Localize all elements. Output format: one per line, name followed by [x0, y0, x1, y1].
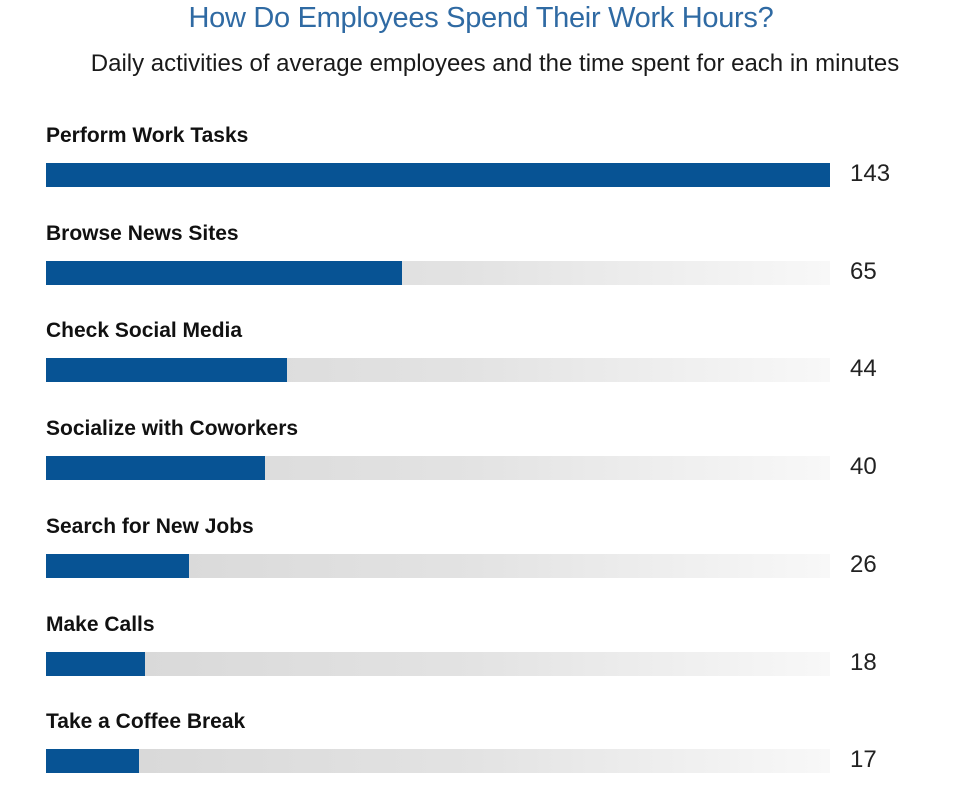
bar-row: Take a Coffee Break 17 — [0, 710, 962, 800]
bar-category-label: Browse News Sites — [46, 221, 239, 245]
bar-category-label: Socialize with Coworkers — [46, 417, 299, 441]
bar-value-label: 40 — [850, 453, 877, 481]
bar-row: Socialize with Coworkers 40 — [0, 417, 962, 507]
bar-fill — [46, 260, 403, 285]
bar-fill — [46, 749, 140, 774]
bar-fill — [46, 358, 288, 383]
bar-track — [46, 553, 830, 578]
bar-value-label: 65 — [850, 257, 877, 285]
bar-value-label: 44 — [850, 355, 877, 383]
bar-row: Search for New Jobs 26 — [0, 515, 962, 605]
bar-value-label: 17 — [850, 746, 877, 774]
bar-row: Browse News Sites 65 — [0, 222, 962, 312]
bar-category-label: Take a Coffee Break — [46, 710, 246, 734]
bar-track — [46, 456, 830, 481]
bar-fill — [46, 553, 189, 578]
bar-fill — [46, 456, 266, 481]
bar-track — [46, 358, 830, 383]
bar-track — [46, 651, 830, 676]
bar-row: Perform Work Tasks 143 — [0, 124, 962, 214]
bar-track — [46, 163, 830, 187]
bar-row: Check Social Media 44 — [0, 319, 962, 409]
bar-fill — [46, 163, 830, 187]
bar-row: Make Calls 18 — [0, 613, 962, 703]
bar-category-label: Search for New Jobs — [46, 514, 254, 538]
bar-value-label: 26 — [850, 550, 877, 578]
chart-subtitle: Daily activities of average employees an… — [90, 50, 900, 77]
bar-category-label: Check Social Media — [46, 319, 243, 343]
bar-category-label: Make Calls — [46, 612, 155, 636]
bar-value-label: 18 — [850, 648, 877, 676]
bar-track — [46, 260, 830, 285]
chart-title: How Do Employees Spend Their Work Hours? — [188, 2, 774, 34]
bar-category-label: Perform Work Tasks — [46, 124, 249, 147]
bar-track — [46, 749, 830, 774]
bar-value-label: 143 — [850, 160, 891, 187]
bar-fill — [46, 651, 145, 676]
